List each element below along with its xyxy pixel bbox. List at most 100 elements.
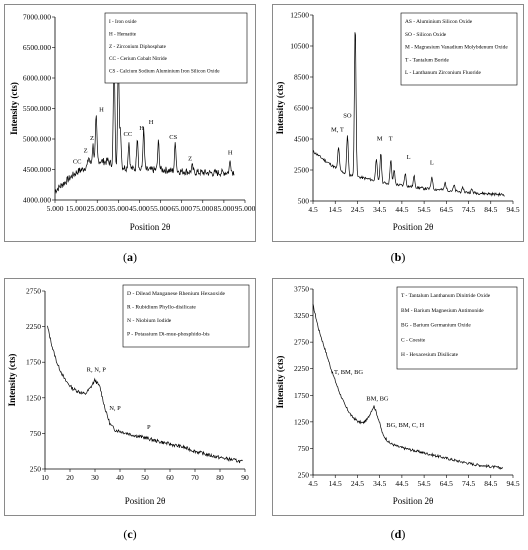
x-tick-label: 95.000 bbox=[235, 204, 255, 213]
peak-label: L bbox=[430, 160, 434, 167]
legend-box bbox=[396, 286, 518, 370]
x-tick-label: 4.5 bbox=[308, 205, 318, 214]
peak-label: Z bbox=[84, 147, 88, 154]
peak-label: M bbox=[377, 136, 383, 143]
peak-label: BM, BG bbox=[366, 396, 389, 403]
chart-panel-b: 500 2500 4500 6500 8500 10500 12500 4.5 14.5 24.5… bbox=[272, 4, 524, 242]
legend-entry: N - Niobium Iodide bbox=[127, 318, 172, 324]
y-tick-label: 6000.000 bbox=[23, 74, 51, 83]
legend-entry: P - Potassium Di-mue-phosphido-bis bbox=[127, 332, 210, 338]
peak-label: M, T bbox=[331, 126, 344, 133]
legend-entry: Z - Zirconium Diphosphate bbox=[109, 44, 167, 50]
legend-entry: L - Lanthanum Zirconium Fluoride bbox=[405, 70, 481, 76]
x-tick-label: 14.5 bbox=[329, 205, 342, 214]
x-tick-label: 5.000 bbox=[47, 204, 64, 213]
legend-entry: R - Rubidium Phyllo-disilicate bbox=[127, 305, 196, 311]
chart-panel-d: 250 750 1250 1750 2250 2750 3250 3750 4.5 14.5 24.… bbox=[272, 278, 524, 516]
peak-label: CC bbox=[73, 158, 82, 165]
y-axis-label: Intensity (cts) bbox=[7, 354, 17, 407]
y-axis-label: Intensity (cts) bbox=[275, 356, 285, 409]
caption-d: (d) bbox=[390, 527, 406, 541]
legend-entry: H - Hematite bbox=[109, 31, 137, 37]
y-tick-label: 750 bbox=[30, 429, 42, 438]
peak-label: P bbox=[147, 424, 151, 431]
diffraction-trace bbox=[47, 325, 243, 464]
peak-label: T bbox=[389, 136, 393, 143]
x-tick-label: 70 bbox=[191, 473, 199, 482]
x-tick-label: 84.5 bbox=[484, 479, 497, 488]
x-tick-label: 44.5 bbox=[395, 479, 408, 488]
y-tick-label: 3750 bbox=[294, 285, 309, 294]
peak-label: H bbox=[139, 125, 144, 132]
y-tick-label: 750 bbox=[298, 444, 310, 453]
peak-label: H bbox=[99, 107, 104, 114]
legend-entry: CS - Calcium Sodium Aluminium Iron Silic… bbox=[109, 69, 220, 75]
y-tick-label: 5000.000 bbox=[23, 135, 51, 144]
y-tick-label: 500 bbox=[298, 197, 310, 206]
x-tick-label: 35.000 bbox=[108, 204, 129, 213]
diffraction-trace bbox=[312, 32, 505, 198]
x-tick-label: 4.5 bbox=[308, 479, 318, 488]
legend-entry: C - Coesite bbox=[401, 337, 426, 343]
y-tick-label: 10500 bbox=[290, 42, 309, 51]
legend-entry: BG - Barium Germanium Oxide bbox=[401, 323, 471, 329]
x-tick-label: 10 bbox=[41, 473, 49, 482]
legend-entry: T - Tantalum Lanthanum Dinitride Oxide bbox=[401, 293, 491, 299]
y-axis-label: Intensity (cts) bbox=[275, 82, 285, 135]
y-tick-label: 1750 bbox=[26, 358, 41, 367]
y-tick-label: 250 bbox=[30, 465, 42, 474]
legend-box bbox=[122, 284, 250, 348]
y-tick-label: 2750 bbox=[26, 287, 41, 296]
peak-label: R, N, P bbox=[87, 366, 107, 373]
y-tick-label: 4500.000 bbox=[23, 165, 51, 174]
x-tick-label: 90 bbox=[241, 473, 249, 482]
x-tick-label: 24.5 bbox=[351, 479, 364, 488]
x-tick-label: 40 bbox=[116, 473, 124, 482]
peak-label: CS bbox=[169, 134, 177, 141]
y-tick-label: 12500 bbox=[290, 11, 309, 20]
x-tick-label: 84.5 bbox=[484, 205, 497, 214]
legend-entry: D - Dilead Manganese Rhenium Hexaoxide bbox=[127, 291, 226, 297]
y-tick-label: 2250 bbox=[294, 364, 309, 373]
x-tick-label: 45.000 bbox=[129, 204, 150, 213]
caption-b: (b) bbox=[390, 250, 406, 264]
chart-svg-b: 500 2500 4500 6500 8500 10500 12500 4.5 14.5 24.5… bbox=[275, 11, 520, 233]
x-tick-label: 85.000 bbox=[214, 204, 235, 213]
legend-entry: AS - Aluminium Silicon Oxide bbox=[405, 19, 473, 25]
x-axis-label: Position 2θ bbox=[393, 222, 434, 232]
x-tick-label: 54.5 bbox=[418, 479, 431, 488]
y-tick-label: 3250 bbox=[294, 311, 309, 320]
y-tick-label: 1250 bbox=[294, 417, 309, 426]
peak-label: BG, BM, C, H bbox=[386, 422, 424, 429]
chart-svg-d: 250 750 1250 1750 2250 2750 3250 3750 4.5 14.5 24.… bbox=[275, 285, 520, 507]
peak-label: Z bbox=[90, 135, 94, 142]
peak-label: H bbox=[228, 149, 233, 156]
x-tick-label: 80 bbox=[216, 473, 224, 482]
x-tick-label: 65.000 bbox=[171, 204, 192, 213]
y-tick-label: 6500 bbox=[294, 104, 309, 113]
x-tick-label: 20 bbox=[66, 473, 74, 482]
x-tick-label: 64.5 bbox=[440, 205, 453, 214]
peak-label: N, P bbox=[109, 405, 121, 412]
chart-svg-c: 250 750 1250 1750 2250 2750 10 20 30 40 50 60 70 80 90… bbox=[7, 284, 250, 506]
legend-entry: H - Hexacesium Disilicate bbox=[401, 352, 459, 358]
caption-a: (a) bbox=[123, 250, 137, 264]
x-tick-label: 75.000 bbox=[192, 204, 213, 213]
x-axis-label: Position 2θ bbox=[130, 222, 171, 232]
chart-panel-a: 4000.000 4500.000 5000.000 5500.000 6000.000… bbox=[4, 4, 256, 242]
peak-label: H bbox=[149, 119, 154, 126]
y-tick-label: 5500.000 bbox=[23, 104, 51, 113]
y-tick-label: 1250 bbox=[26, 393, 41, 402]
legend-entry: BM - Barium Magnesium Antimonide bbox=[401, 308, 484, 314]
y-tick-label: 8500 bbox=[294, 73, 309, 82]
y-tick-label: 1750 bbox=[294, 391, 309, 400]
x-tick-label: 64.5 bbox=[440, 479, 453, 488]
y-tick-label: 2750 bbox=[294, 338, 309, 347]
peak-label: CC bbox=[123, 131, 132, 138]
peak-label: L bbox=[407, 154, 411, 161]
peak-label: T, BM, BG bbox=[334, 369, 363, 376]
caption-c: (c) bbox=[123, 527, 137, 541]
peak-label: SO bbox=[343, 112, 352, 119]
y-axis-label: Intensity (cts) bbox=[9, 82, 19, 135]
x-axis-label: Position 2θ bbox=[125, 496, 166, 506]
